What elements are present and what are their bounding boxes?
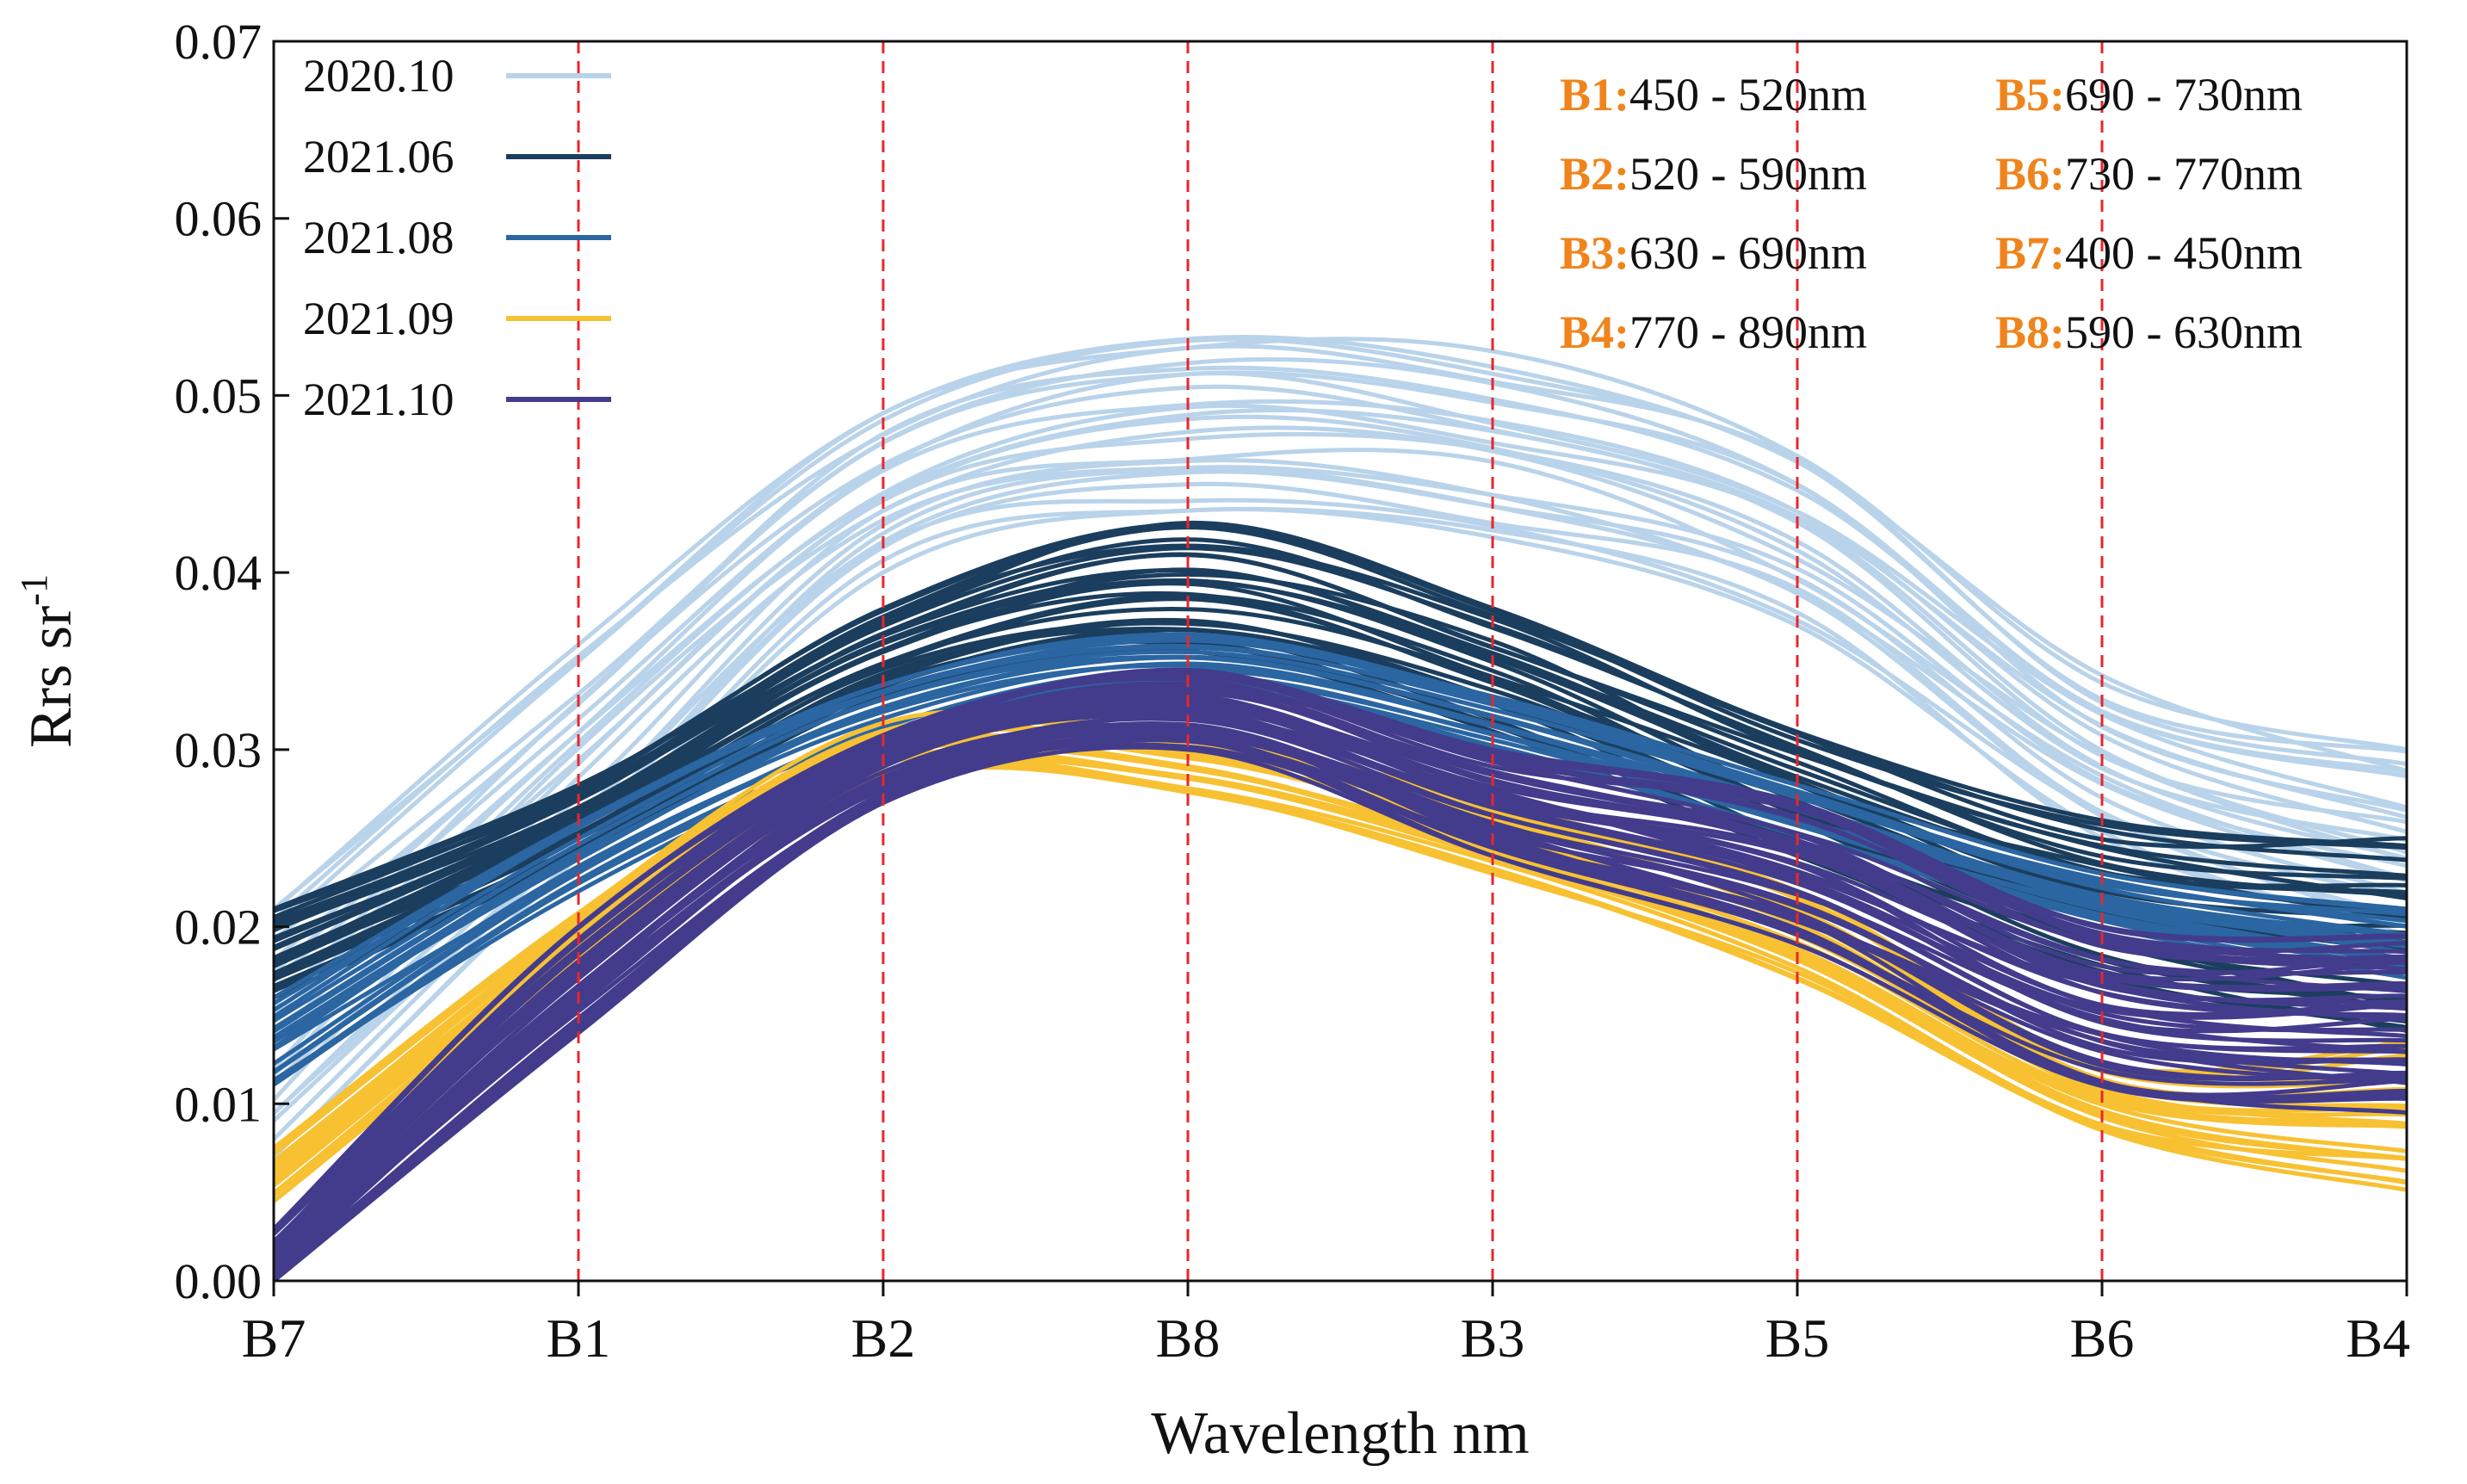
band-key: B8:	[1995, 306, 2065, 358]
y-axis-title-main: Rrs sr	[18, 606, 84, 748]
band-range: 450 - 520nm	[1629, 69, 1867, 121]
series-2021-10	[274, 667, 2407, 1281]
band-range: 730 - 770nm	[2065, 148, 2303, 200]
y-tick-label: 0.07	[175, 14, 263, 70]
band-key: B3:	[1560, 227, 1629, 279]
legend-label: 2021.08	[303, 212, 454, 263]
legend-label: 2021.09	[303, 293, 454, 344]
series-line	[274, 337, 2407, 911]
band-range: 400 - 450nm	[2065, 227, 2303, 279]
series-line	[274, 676, 2407, 1235]
legend-label: 2020.10	[303, 50, 454, 102]
band-range: 590 - 630nm	[2065, 306, 2303, 358]
series-line	[274, 736, 2407, 1270]
y-tick-label: 0.05	[175, 368, 263, 424]
y-tick-label: 0.00	[175, 1253, 263, 1309]
band-key: B2:	[1560, 148, 1629, 200]
band-key: B4:	[1560, 306, 1629, 358]
series-line	[274, 632, 2407, 1000]
series-line	[274, 716, 2407, 1259]
series-line	[274, 399, 2407, 1018]
legend: 2020.10 2021.06 2021.08 2021.09 2021.10	[303, 50, 611, 425]
y-axis-ticks: 0.00 0.01 0.02 0.03 0.04 0.05 0.06 0.07	[175, 14, 289, 1309]
series-line	[274, 524, 2407, 912]
series-line	[274, 465, 2407, 1102]
legend-label: 2021.06	[303, 131, 454, 182]
band-annotation: B3:630 - 690nm	[1560, 227, 1867, 279]
band-annotation: B7:400 - 450nm	[1995, 227, 2303, 279]
y-tick-label: 0.04	[175, 545, 263, 601]
x-tick-label: B1	[547, 1308, 611, 1369]
y-axis-title-superscript: -1	[13, 574, 55, 606]
y-tick-label: 0.06	[175, 191, 263, 247]
band-annotation: B4:770 - 890nm	[1560, 306, 1867, 358]
x-tick-label: B6	[2070, 1308, 2135, 1369]
x-tick-label: B4	[2346, 1308, 2410, 1369]
x-tick-label: B7	[242, 1308, 306, 1369]
series-line	[274, 356, 2407, 942]
band-range: 690 - 730nm	[2065, 69, 2303, 121]
reference-lines	[577, 41, 2104, 1281]
x-axis-ticks: B7 B1 B2 B8 B3 B5 B6 B4	[242, 1281, 2410, 1369]
x-tick-label: B2	[851, 1308, 916, 1369]
y-tick-label: 0.03	[175, 722, 263, 778]
x-axis-title: Wavelength nm	[1151, 1401, 1530, 1467]
band-key: B7:	[1995, 227, 2065, 279]
y-tick-label: 0.02	[175, 900, 263, 955]
x-tick-label: B8	[1156, 1308, 1221, 1369]
series-line	[274, 431, 2407, 1077]
x-tick-label: B5	[1765, 1308, 1830, 1369]
series-line	[274, 371, 2407, 983]
y-tick-label: 0.01	[175, 1076, 263, 1132]
band-key: B5:	[1995, 69, 2065, 121]
plot-frame	[272, 40, 2408, 1283]
band-key: B1:	[1560, 69, 1629, 121]
band-annotation: B8:590 - 630nm	[1995, 306, 2303, 358]
series-line	[274, 525, 2407, 913]
series-line	[274, 711, 2407, 1254]
series-line	[274, 546, 2407, 924]
series-line	[274, 414, 2407, 1024]
y-axis-title: Rrs sr-1	[13, 574, 84, 748]
series-layer	[274, 335, 2407, 1281]
series-line	[274, 649, 2407, 1034]
band-range: 770 - 890nm	[1629, 306, 1867, 358]
legend-label: 2021.10	[303, 374, 454, 425]
series-line	[274, 723, 2407, 1264]
series-line	[274, 572, 2407, 949]
band-annotation: B1:450 - 520nm	[1560, 69, 1867, 121]
band-annotation: B2:520 - 590nm	[1560, 148, 1867, 200]
series-line	[274, 671, 2407, 1234]
series-line	[274, 672, 2407, 1066]
band-annotation: B5:690 - 730nm	[1995, 69, 2303, 121]
band-range: 630 - 690nm	[1629, 227, 1867, 279]
band-key: B6:	[1995, 148, 2065, 200]
x-tick-label: B3	[1461, 1308, 1525, 1369]
band-annotation: B6:730 - 770nm	[1995, 148, 2303, 200]
band-range: 520 - 590nm	[1629, 148, 1867, 200]
